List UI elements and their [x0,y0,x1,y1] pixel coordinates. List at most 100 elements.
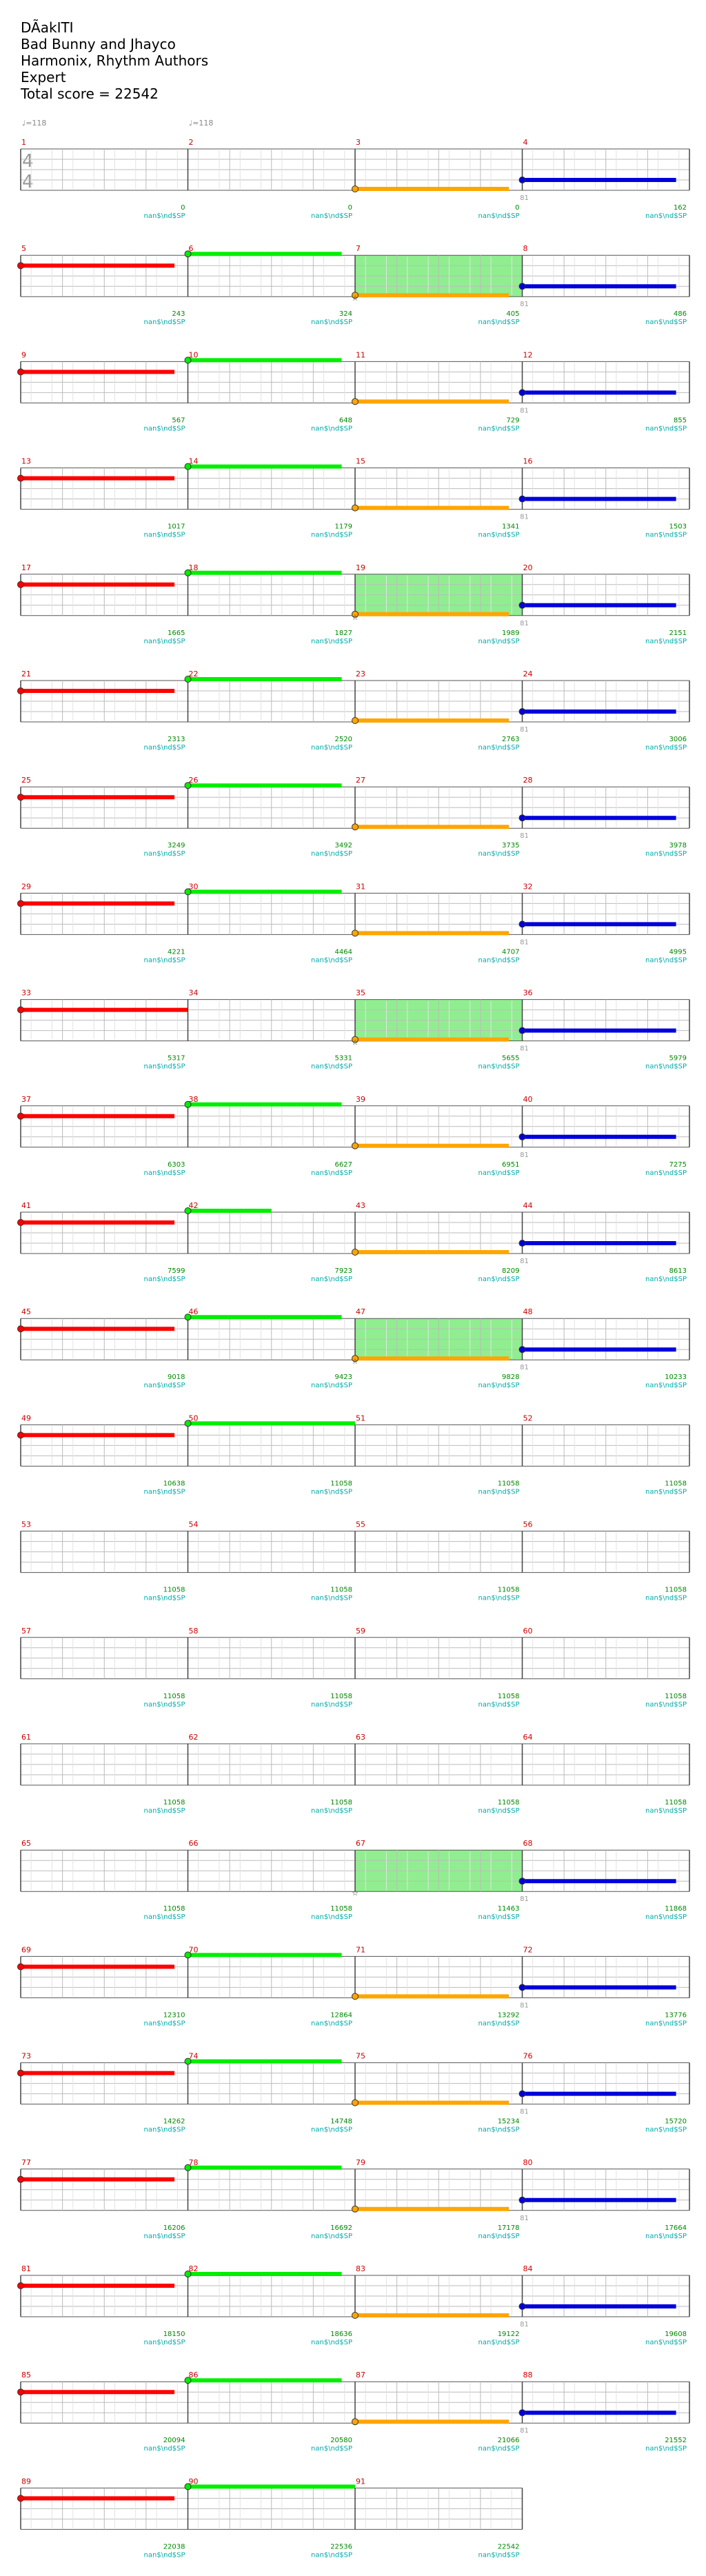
measure-number: 70 [189,1945,199,1954]
measure-tag: nan$\nd$SP [311,638,352,645]
green-note [184,2057,192,2065]
measure-tag: nan$\nd$SP [478,1595,520,1602]
measure-number: 78 [189,2158,199,2167]
measure-tag: nan$\nd$SP [311,1063,352,1071]
measure-score: 1989 [502,630,519,637]
measure-tag: nan$\nd$SP [144,1382,185,1389]
measure-score: 11058 [330,1799,352,1807]
orange-note [352,398,359,405]
measure-start-value: 81 [520,301,529,308]
red-note [17,1431,24,1439]
overdrive-star: ☆ [352,1357,359,1366]
blue-note [518,2196,526,2204]
measure-score: 6951 [502,1161,519,1169]
measure-start-value: 81 [520,832,529,840]
measure-number: 89 [21,2477,31,2486]
measure-score: 12310 [163,2011,185,2019]
measure-score: 11058 [163,1693,185,1700]
blue-note [518,920,526,928]
measure-tag: nan$\nd$SP [144,2020,185,2027]
blue-note [518,1346,526,1354]
measure-score: 14262 [163,2118,185,2126]
green-note [184,1100,192,1108]
measure-score: 2763 [502,736,519,743]
measure-tag: nan$\nd$SP [311,2126,352,2134]
measure-score: 11058 [498,1480,520,1487]
measure-number: 57 [21,1627,31,1636]
measure-score: 5655 [502,1055,519,1063]
measure-number: 63 [356,1733,365,1742]
green-note [184,1420,192,1427]
measure-tag: nan$\nd$SP [478,1169,520,1177]
measure-number: 61 [21,1733,31,1742]
measure-tag: nan$\nd$SP [144,1701,185,1709]
measure-tag: nan$\nd$SP [478,532,520,539]
measure-tag: nan$\nd$SP [311,425,352,432]
measure-score: 18636 [330,2331,352,2338]
measure-score: 11058 [498,1799,520,1807]
measure-score: 8613 [669,1267,687,1275]
blue-note [518,177,526,183]
measure-number: 77 [21,2158,31,2167]
measure-score: 1827 [335,630,352,637]
measure-tag: nan$\nd$SP [478,2233,520,2240]
measure-score: 17178 [498,2224,520,2232]
measure-tag: nan$\nd$SP [144,1276,185,1283]
measure-tag: nan$\nd$SP [311,1807,352,1815]
measure-number: 10 [189,350,199,359]
measure-number: 3 [356,138,361,147]
measure-score: 648 [339,416,352,424]
measure-score: 17664 [665,2224,687,2232]
blue-note [518,2409,526,2417]
measure-tag: nan$\nd$SP [478,1063,520,1071]
measure-score: 1665 [168,630,185,637]
measure-number: 22 [189,670,199,678]
red-note [17,2495,24,2502]
measure-tag: nan$\nd$SP [645,1169,687,1177]
measure-number: 27 [356,776,365,785]
measure-tag: nan$\nd$SP [645,2126,687,2134]
blue-note [518,495,526,503]
blue-note [518,1133,526,1140]
orange-note [352,2099,359,2106]
measure-tag: nan$\nd$SP [144,638,185,645]
measure-tag: nan$\nd$SP [478,2339,520,2346]
measure-number: 23 [356,670,365,678]
measure-score: 6303 [168,1161,185,1169]
overdrive-star: ☆ [352,1038,359,1047]
measure-score: 11058 [163,1587,185,1594]
red-note [17,581,24,588]
green-note [184,1207,192,1214]
measure-score: 9423 [335,1373,352,1381]
measure-number: 39 [356,1095,365,1104]
measure-number: 33 [21,989,31,998]
measure-tag: nan$\nd$SP [144,2233,185,2240]
measure-tag: nan$\nd$SP [478,425,520,432]
measure-number: 51 [356,1413,365,1422]
total-score: Total score = 22542 [21,85,159,102]
red-note [17,2175,24,2183]
red-note [17,368,24,376]
measure-score: 19122 [498,2331,520,2338]
measure-number: 83 [356,2264,365,2273]
measure-score: 3735 [502,842,519,849]
measure-tag: nan$\nd$SP [144,212,185,220]
measure-score: 6627 [335,1161,352,1169]
blue-note [518,1984,526,1991]
orange-note [352,610,359,618]
measure-tag: nan$\nd$SP [645,744,687,752]
orange-note [352,1249,359,1256]
measure-tag: nan$\nd$SP [311,1701,352,1709]
measure-tag: nan$\nd$SP [645,1276,687,1283]
measure-score: 7275 [669,1161,687,1169]
measure-start-value: 81 [520,407,529,414]
green-note [184,2164,192,2171]
green-note [184,782,192,789]
chart-authors: Harmonix, Rhythm Authors [21,52,209,69]
measure-number: 62 [189,1733,199,1742]
measure-number: 54 [189,1520,199,1529]
measure-start-value: 81 [520,1364,529,1371]
orange-note [352,292,359,299]
measure-tag: nan$\nd$SP [144,532,185,539]
